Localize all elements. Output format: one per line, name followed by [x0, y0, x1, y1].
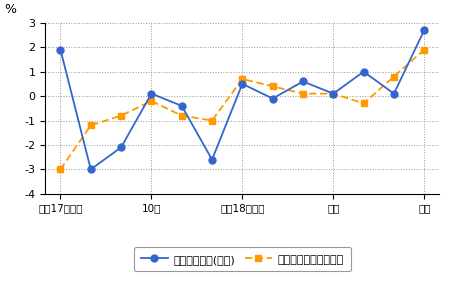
Text: %: %	[4, 3, 16, 16]
きまって支給する給与	[149, 99, 154, 103]
現金給与総額(名目)	[149, 92, 154, 95]
きまって支給する給与	[422, 48, 427, 51]
きまって支給する給与	[391, 75, 397, 78]
現金給与総額(名目)	[209, 158, 215, 161]
きまって支給する給与	[331, 92, 336, 95]
きまって支給する給与	[361, 102, 366, 105]
きまって支給する給与	[179, 114, 184, 117]
Legend: 現金給与総額(名目), きまって支給する給与: 現金給与総額(名目), きまって支給する給与	[134, 247, 351, 271]
現金給与総額(名目)	[58, 48, 63, 51]
現金給与総額(名目)	[88, 168, 93, 171]
きまって支給する給与	[270, 85, 275, 88]
現金給与総額(名目)	[361, 70, 366, 73]
きまって支給する給与	[88, 124, 93, 127]
現金給与総額(名目)	[118, 146, 124, 149]
現金給与総額(名目)	[240, 82, 245, 86]
きまって支給する給与	[240, 77, 245, 81]
現金給与総額(名目)	[391, 92, 397, 95]
きまって支給する給与	[118, 114, 124, 117]
きまって支給する給与	[300, 92, 306, 95]
きまって支給する給与	[209, 119, 215, 122]
現金給与総額(名目)	[179, 104, 184, 107]
現金給与総額(名目)	[270, 97, 275, 100]
きまって支給する給与	[58, 168, 63, 171]
現金給与総額(名目)	[300, 80, 306, 83]
Line: きまって支給する給与: きまって支給する給与	[57, 46, 428, 173]
Line: 現金給与総額(名目): 現金給与総額(名目)	[57, 27, 428, 173]
現金給与総額(名目)	[422, 28, 427, 32]
現金給与総額(名目)	[331, 92, 336, 95]
